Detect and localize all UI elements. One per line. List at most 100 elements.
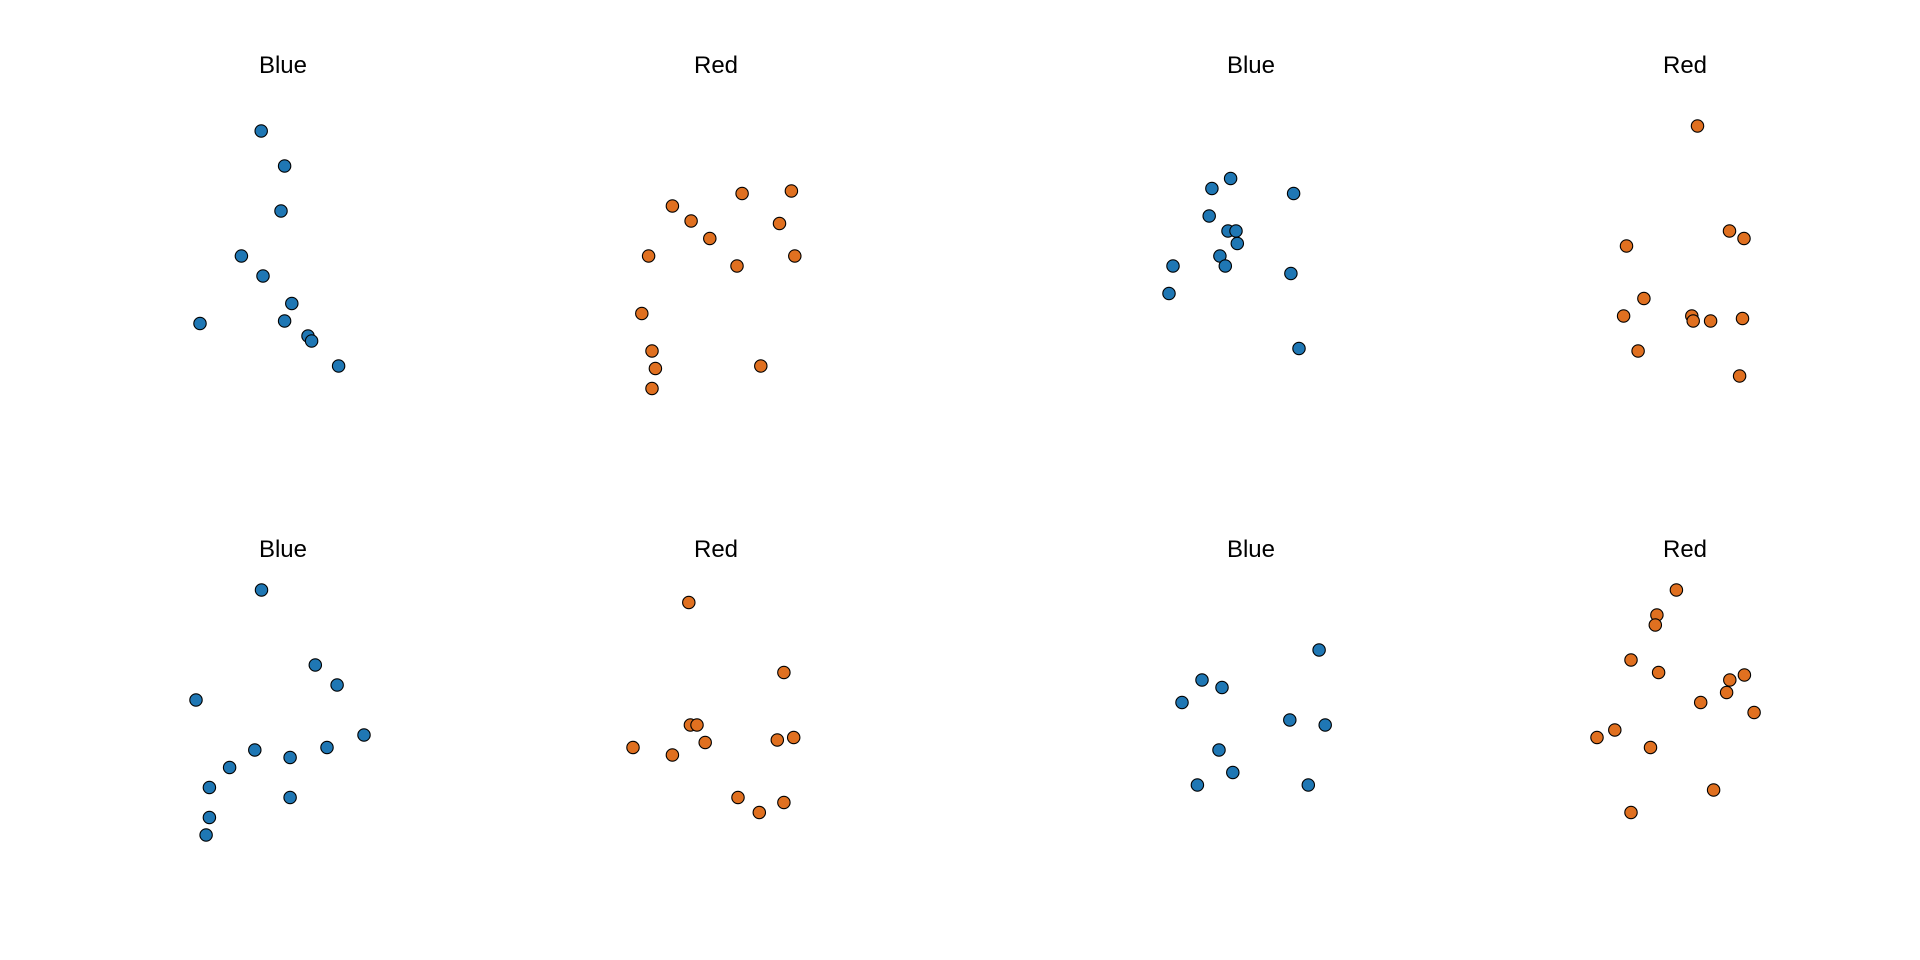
panel-7-point-5 — [1283, 713, 1297, 727]
panel-7-point-3 — [1215, 680, 1229, 695]
panel-2-point-10 — [635, 306, 649, 321]
panel-7-point-9 — [1226, 765, 1240, 780]
panel-5-point-9 — [222, 760, 237, 775]
panel-5-point-7 — [248, 743, 262, 757]
panel-8-point-14 — [1706, 783, 1721, 797]
panel-3: Blue — [1162, 52, 1306, 356]
panel-3-title: Blue — [1227, 52, 1275, 79]
panel-1-point-7 — [277, 314, 292, 328]
panel-2-point-11 — [645, 344, 659, 358]
panel-6-point-9 — [665, 748, 680, 762]
panel-6-point-1 — [682, 595, 696, 610]
panel-6-point-10 — [731, 790, 745, 805]
panel-6-point-8 — [626, 740, 640, 755]
panel-5-point-10 — [202, 780, 217, 795]
panel-5-title: Blue — [259, 536, 307, 563]
panel-2-point-3 — [703, 231, 717, 246]
panel-8-point-3 — [1648, 618, 1663, 632]
panel-1-point-8 — [193, 316, 207, 331]
panel-4-point-6 — [1616, 309, 1631, 323]
panel-7: Blue — [1175, 536, 1332, 792]
panel-5-point-3 — [330, 678, 344, 692]
panel-8-point-13 — [1643, 740, 1658, 755]
panel-2-point-14 — [754, 359, 768, 373]
panel-7-point-10 — [1301, 778, 1316, 792]
panel-7-point-8 — [1190, 778, 1205, 792]
panel-6-title: Red — [694, 536, 738, 563]
panel-4-point-1 — [1690, 119, 1705, 133]
panel-3-point-4 — [1202, 209, 1216, 223]
panel-8-point-1 — [1669, 583, 1684, 597]
panel-8: Red — [1590, 536, 1761, 820]
panel-6-point-12 — [752, 805, 767, 820]
panel-4-point-12 — [1732, 369, 1747, 383]
panel-8-point-7 — [1723, 673, 1737, 687]
panel-4-point-2 — [1722, 224, 1737, 238]
panel-8-point-4 — [1624, 653, 1638, 667]
panel-8-point-10 — [1747, 705, 1761, 720]
panel-3-point-12 — [1162, 286, 1176, 301]
panel-2-point-1 — [665, 199, 680, 213]
panel-8-point-8 — [1719, 685, 1734, 700]
panel-8-point-5 — [1651, 665, 1666, 680]
panel-1-point-5 — [256, 269, 270, 283]
panel-5-point-5 — [357, 728, 371, 742]
panel-2-point-12 — [648, 361, 663, 376]
panel-2-point-7 — [788, 249, 802, 263]
panel-6-point-6 — [770, 733, 785, 747]
panel-3-point-3 — [1286, 186, 1301, 201]
panel-4-title: Red — [1663, 52, 1707, 79]
panel-8-point-15 — [1624, 805, 1638, 820]
panel-1-point-6 — [285, 296, 299, 311]
panel-4-point-8 — [1686, 314, 1700, 328]
panel-5-point-13 — [199, 828, 213, 842]
panel-3-point-6 — [1229, 224, 1243, 238]
panel-2-point-2 — [684, 214, 698, 228]
panel-7-point-1 — [1312, 643, 1326, 657]
panel-1-point-11 — [331, 359, 346, 373]
panel-8-point-9 — [1693, 695, 1708, 710]
panel-4-point-4 — [1619, 239, 1634, 253]
panel-2-point-8 — [641, 249, 656, 263]
panel-5-point-11 — [283, 790, 297, 805]
panel-1-title: Blue — [259, 52, 307, 79]
panel-1-point-1 — [254, 124, 268, 138]
panel-4-point-5 — [1637, 291, 1651, 306]
panel-8-point-11 — [1608, 723, 1622, 737]
panel-5-point-2 — [308, 658, 323, 672]
panel-5: Blue — [189, 536, 371, 842]
panel-7-point-2 — [1195, 673, 1209, 687]
panel-5-point-8 — [283, 750, 297, 765]
panel-3-point-13 — [1292, 341, 1306, 356]
panel-7-point-4 — [1175, 695, 1189, 710]
panel-4-point-3 — [1737, 231, 1751, 246]
panel-5-point-1 — [254, 583, 269, 597]
panel-3-point-11 — [1284, 266, 1298, 281]
panel-2-point-13 — [645, 381, 659, 396]
panel-4: Red — [1616, 52, 1751, 383]
panel-6-point-11 — [777, 795, 791, 810]
panel-6-point-2 — [777, 665, 791, 680]
panel-2-point-6 — [772, 216, 787, 231]
panel-3-point-2 — [1205, 181, 1219, 196]
panel-1-point-2 — [277, 159, 292, 173]
panel-4-point-10 — [1735, 311, 1750, 326]
panel-1: Blue — [193, 52, 346, 373]
panel-2-point-9 — [730, 259, 744, 273]
panel-2-point-5 — [784, 184, 799, 198]
panel-5-point-4 — [189, 693, 203, 707]
panel-2-point-4 — [735, 186, 749, 201]
panel-3-point-9 — [1218, 259, 1233, 273]
panel-3-point-1 — [1223, 171, 1238, 186]
panel-8-point-6 — [1737, 668, 1752, 682]
panel-6-point-5 — [786, 730, 801, 745]
panel-2: Red — [635, 52, 802, 396]
panel-7-title: Blue — [1227, 536, 1275, 563]
panel-7-point-7 — [1212, 743, 1226, 757]
panel-7-point-6 — [1318, 718, 1332, 732]
panel-4-point-9 — [1703, 314, 1718, 328]
panel-3-point-10 — [1166, 259, 1180, 273]
panel-1-point-10 — [304, 334, 319, 348]
panel-5-point-12 — [202, 810, 217, 825]
